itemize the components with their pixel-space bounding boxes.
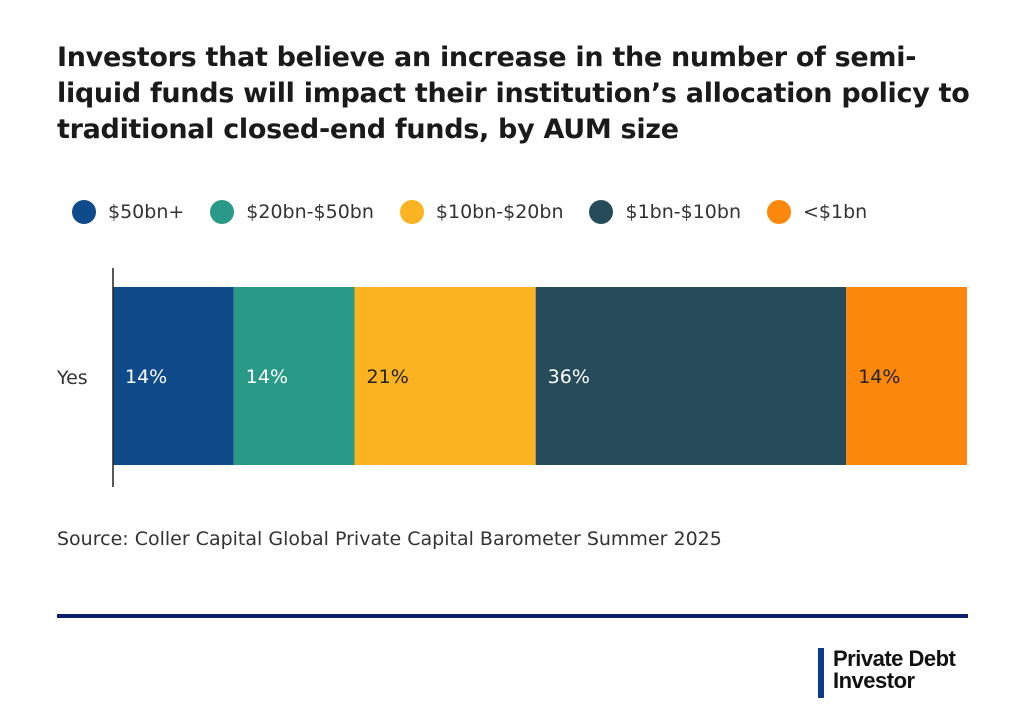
- legend-swatch: [210, 200, 235, 224]
- divider: [57, 614, 968, 618]
- logo-line2: Investor: [833, 668, 915, 693]
- legend-swatch: [767, 200, 791, 224]
- source-note: Source: Coller Capital Global Private Ca…: [57, 528, 722, 550]
- legend-label: $10bn-$20bn: [435, 201, 564, 223]
- chart-title: Investors that believe an increase in th…: [57, 42, 970, 145]
- legend-item: $10bn-$20bn: [399, 200, 564, 224]
- legend-item: $1bn-$10bn: [589, 200, 741, 224]
- legend-label: $20bn-$50bn: [246, 201, 374, 223]
- bar-segment: [354, 287, 536, 465]
- data-label: 36%: [548, 366, 590, 388]
- bar-segment: [535, 287, 847, 465]
- legend-item: $20bn-$50bn: [210, 200, 374, 224]
- logo-bar: [818, 648, 824, 698]
- bar-segment: [233, 287, 355, 465]
- legend-label: $50bn+: [108, 201, 185, 223]
- bar-segment: [113, 287, 234, 465]
- data-label: 14%: [858, 366, 900, 388]
- legend-item: $50bn+: [72, 200, 184, 224]
- data-label: 14%: [246, 366, 288, 388]
- legend-label: <$1bn: [803, 201, 868, 223]
- legend-label: $1bn-$10bn: [625, 201, 741, 223]
- bar-segment: [846, 287, 967, 465]
- legend-swatch: [72, 200, 96, 224]
- category-label: Yes: [56, 367, 88, 389]
- logo: Private Debt Investor: [818, 646, 956, 698]
- data-label: 14%: [125, 366, 167, 388]
- legend-swatch: [589, 200, 614, 224]
- logo-line1: Private Debt: [833, 646, 956, 671]
- legend: $50bn+ $20bn-$50bn $10bn-$20bn $1bn-$10bn <$…: [72, 200, 893, 224]
- legend-item: <$1bn: [767, 200, 867, 224]
- legend-swatch: [399, 200, 424, 224]
- data-label: 21%: [367, 366, 409, 388]
